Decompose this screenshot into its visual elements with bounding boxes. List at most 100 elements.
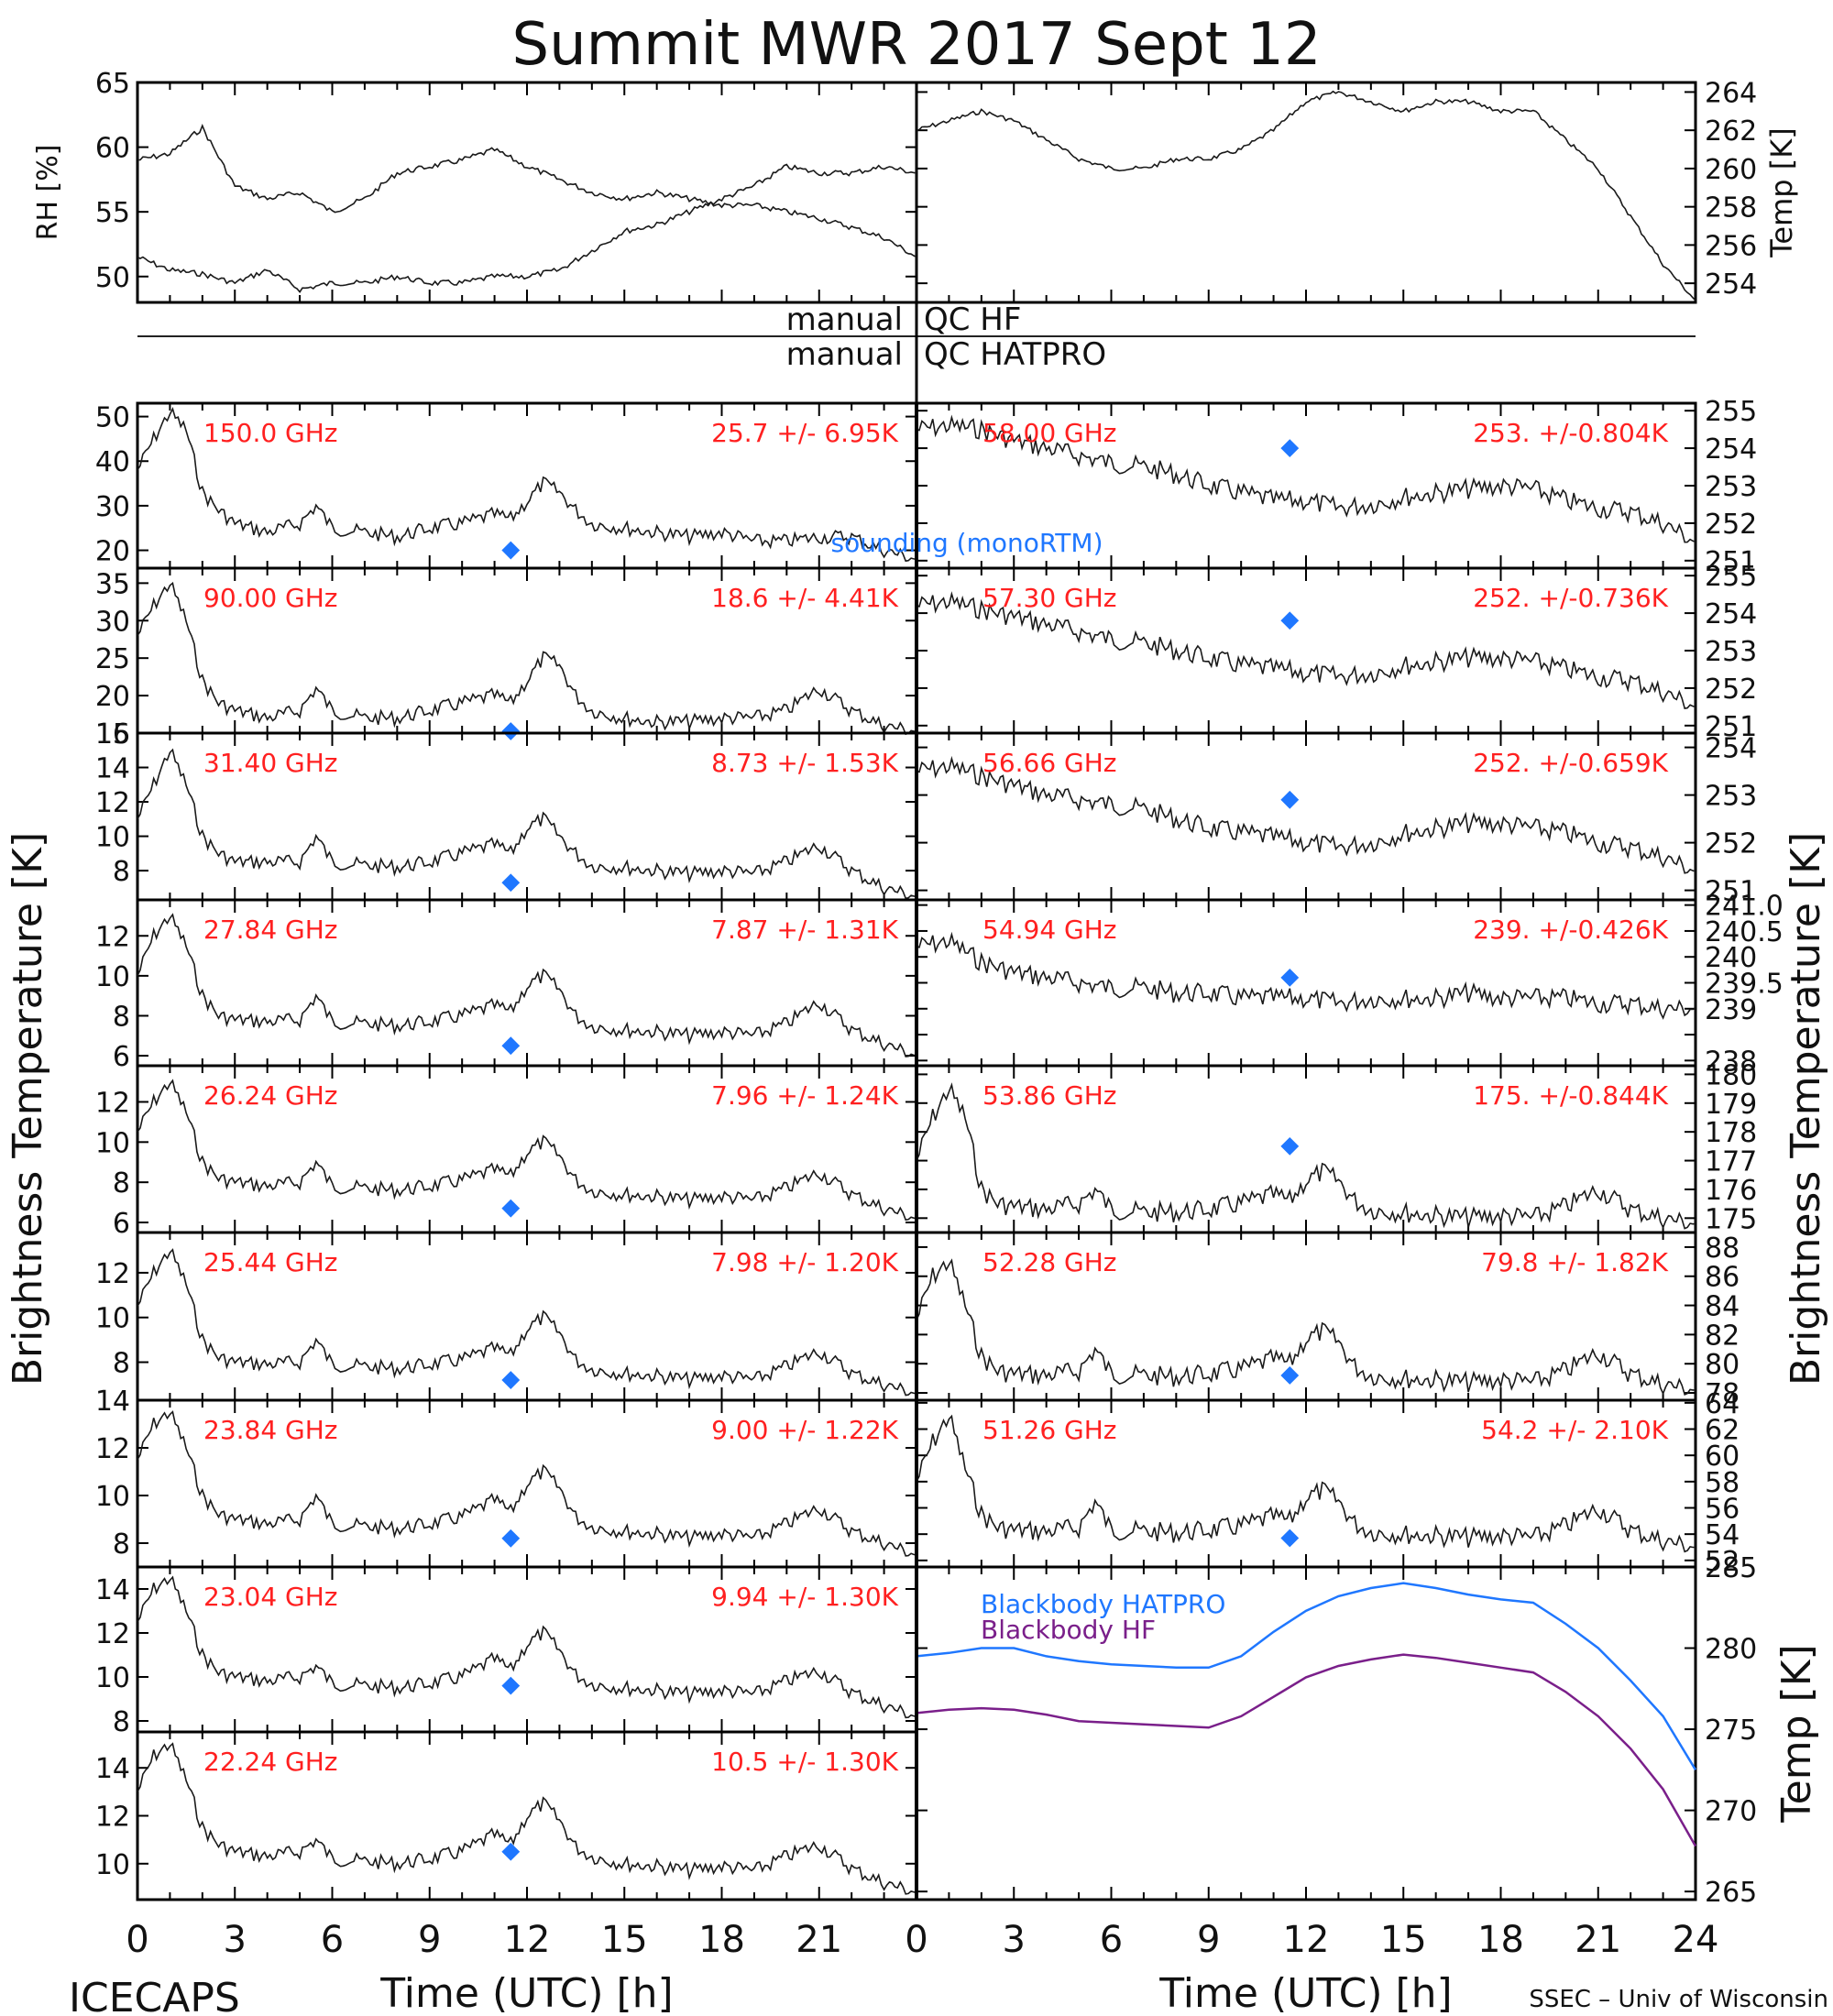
left-ylabel: Brightness Temperature [K] [5, 832, 51, 1386]
y-tick-label: 260 [1705, 154, 1757, 186]
y-tick-label: 55 [95, 197, 130, 229]
stat-label: 253. +/-0.804K [1473, 418, 1668, 448]
y-tick-label: 180 [1705, 1059, 1757, 1091]
freq-label: 54.94 GHz [982, 915, 1117, 945]
y-tick-label: 64 [1705, 1388, 1740, 1420]
x-tick-label: 6 [1100, 1919, 1123, 1961]
trace-tb2384 [137, 1410, 917, 1557]
y-tick-label: 35 [95, 568, 130, 600]
temp-panel [915, 81, 1697, 304]
qc-hatpro-right: QC HATPRO [924, 336, 1106, 373]
trace-tb150 [137, 407, 917, 563]
y-tick-label: 65 [95, 68, 130, 100]
y-tick-label: 12 [95, 1618, 130, 1650]
temp-trace [916, 90, 1696, 301]
y-tick-label: 270 [1705, 1796, 1757, 1828]
y-tick-label: 252 [1705, 674, 1757, 706]
y-tick-label: 258 [1705, 192, 1757, 225]
y-tick-label: 10 [95, 1303, 130, 1335]
y-tick-label: 175 [1705, 1203, 1757, 1235]
freq-label: 56.66 GHz [982, 748, 1117, 778]
rh-panel [136, 81, 918, 304]
y-tick-label: 12 [95, 787, 130, 819]
blackbody-line-1 [916, 1653, 1697, 1847]
trace-tb2304 [137, 1575, 917, 1719]
trace-tb2784 [137, 913, 917, 1057]
stat-label: 239. +/-0.426K [1473, 915, 1668, 945]
trace-tb2544 [137, 1248, 917, 1397]
freq-label: 26.24 GHz [203, 1080, 338, 1111]
x-tick-label: 3 [224, 1919, 247, 1961]
y-tick-label: 178 [1705, 1117, 1757, 1149]
y-tick-label: 8 [113, 1167, 130, 1200]
x-tick-label: 12 [1283, 1919, 1330, 1961]
stat-label: 252. +/-0.736K [1473, 583, 1668, 613]
y-tick-label: 10 [95, 822, 130, 854]
freq-label: 27.84 GHz [203, 915, 338, 945]
y-tick-label: 241.0 [1705, 891, 1784, 923]
stat-label: 25.7 +/- 6.95K [711, 418, 898, 448]
y-tick-label: 82 [1705, 1320, 1740, 1352]
y-tick-label: 6 [113, 1208, 130, 1240]
y-tick-label: 254 [1705, 433, 1757, 466]
y-tick-label: 179 [1705, 1089, 1757, 1121]
y-tick-label: 256 [1705, 230, 1757, 262]
y-tick-label: 14 [95, 1753, 130, 1785]
sounding-marker [501, 1199, 521, 1218]
y-tick-label: 10 [95, 1662, 130, 1694]
freq-label: 23.04 GHz [203, 1582, 338, 1612]
x-tick-label: 21 [1575, 1919, 1621, 1961]
y-tick-label: 12 [95, 1433, 130, 1465]
y-tick-label: 8 [113, 1001, 130, 1033]
y-tick-label: 78 [1705, 1378, 1740, 1410]
y-tick-label: 14 [95, 753, 130, 785]
y-tick-label: 252 [1705, 509, 1757, 541]
y-tick-label: 30 [95, 491, 130, 523]
sounding-legend: sounding (monoRTM) [831, 528, 1103, 558]
sounding-marker [501, 541, 521, 560]
y-tick-label: 20 [95, 681, 130, 713]
y-tick-label: 20 [95, 536, 130, 568]
trace-tb5228 [916, 1258, 1696, 1397]
sounding-marker [501, 1676, 521, 1695]
y-tick-label: 275 [1705, 1715, 1757, 1747]
sounding-marker [501, 722, 521, 740]
x-tick-label: 3 [1003, 1919, 1026, 1961]
y-tick-label: 254 [1705, 598, 1757, 630]
stat-label: 252. +/-0.659K [1473, 748, 1668, 778]
blackbody-line-0 [916, 1582, 1697, 1770]
y-tick-label: 238 [1705, 1046, 1757, 1078]
freq-label: 58.00 GHz [982, 418, 1117, 448]
y-tick-label: 251 [1705, 711, 1757, 743]
stat-label: 9.94 +/- 1.30K [711, 1582, 898, 1612]
y-tick-label: 6 [113, 1041, 130, 1073]
y-tick-label: 8 [113, 1348, 130, 1380]
y-tick-label: 14 [95, 1386, 130, 1418]
trace-tb5730 [916, 591, 1696, 710]
left-xlabel: Time (UTC) [h] [379, 1970, 673, 2016]
blackbody-ylabel: Temp [K] [1773, 1644, 1820, 1823]
y-tick-label: 10 [95, 1127, 130, 1159]
x-tick-label: 12 [504, 1919, 551, 1961]
rh-ylabel: RH [%] [32, 145, 64, 241]
y-tick-label: 12 [95, 1087, 130, 1119]
y-tick-label: 265 [1705, 1877, 1757, 1909]
blackbody-legend-0: Blackbody HATPRO [981, 1589, 1225, 1619]
sounding-marker [1280, 611, 1300, 630]
y-tick-label: 12 [95, 1802, 130, 1834]
sounding-marker [1280, 439, 1300, 457]
x-tick-label: 9 [418, 1919, 441, 1961]
y-tick-label: 54 [1705, 1519, 1740, 1551]
y-tick-label: 15 [95, 718, 130, 751]
y-tick-label: 239 [1705, 994, 1757, 1026]
freq-label: 52.28 GHz [982, 1247, 1117, 1277]
qc-hf-right: QC HF [924, 301, 1021, 338]
x-tick-label: 18 [698, 1919, 745, 1961]
trace-tb5386 [916, 1082, 1696, 1230]
sounding-marker [501, 1036, 521, 1056]
stat-label: 79.8 +/- 1.82K [1481, 1247, 1668, 1277]
stat-label: 7.87 +/- 1.31K [711, 915, 898, 945]
sounding-marker [1280, 1366, 1300, 1385]
